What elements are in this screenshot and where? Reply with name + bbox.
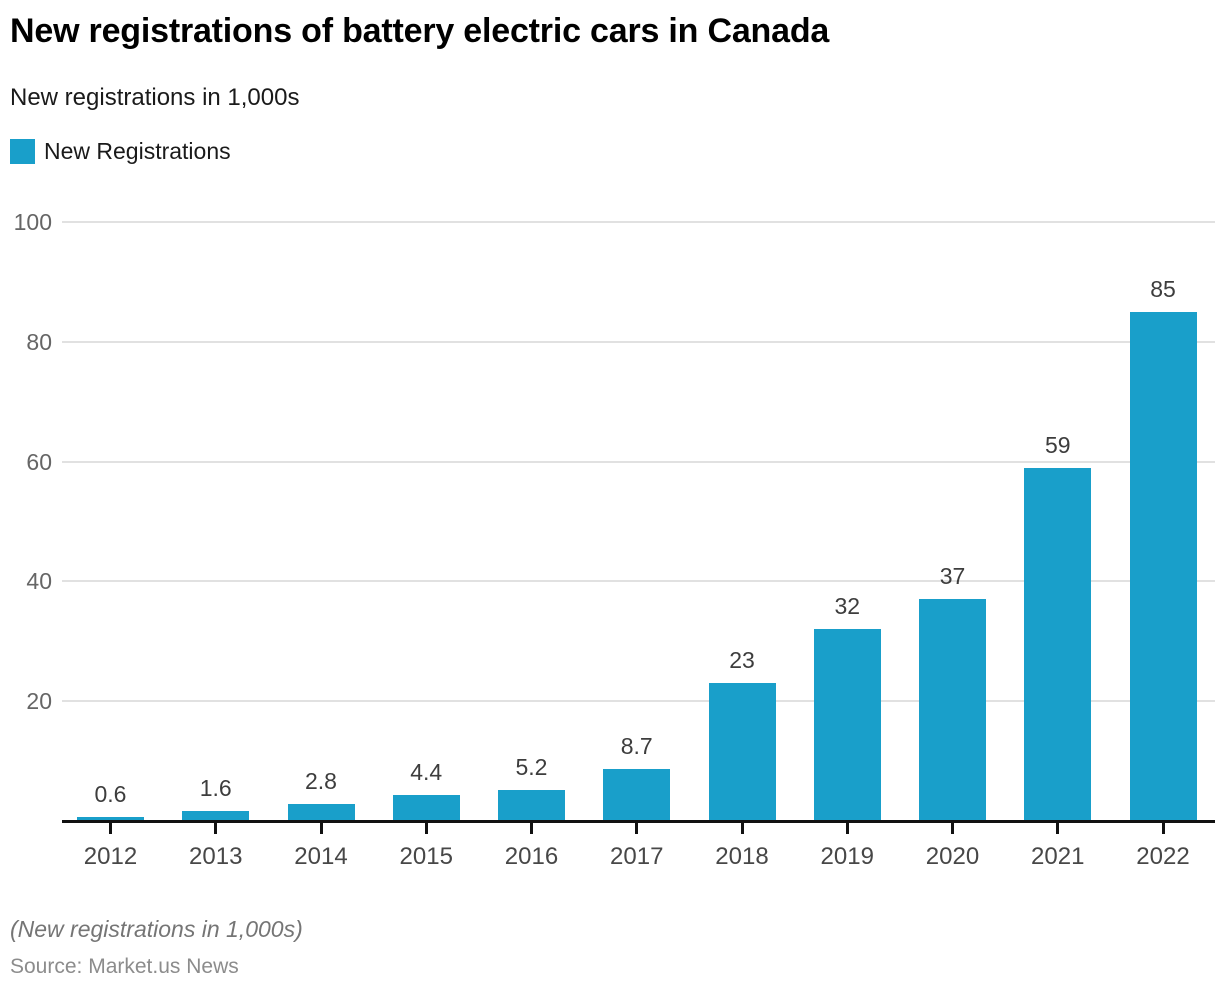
- x-axis-tick-label: 2022: [1136, 843, 1190, 870]
- y-axis-tick-label: 100: [13, 209, 52, 235]
- footnote: (New registrations in 1,000s): [10, 916, 303, 942]
- x-axis-line: [62, 820, 1215, 823]
- bar-value-label: 8.7: [620, 733, 653, 759]
- x-axis-tick: [530, 823, 533, 834]
- x-axis-tick: [635, 823, 639, 834]
- legend-item-label: New Registrations: [44, 138, 231, 164]
- x-axis-tick: [424, 823, 428, 834]
- x-axis-tick-label: 2018: [715, 843, 769, 870]
- bar-value-label: 5.2: [515, 754, 548, 780]
- x-axis-tick-label: 2015: [399, 843, 453, 870]
- bar: [498, 790, 565, 821]
- gridline: [62, 221, 1215, 223]
- chart-subtitle: New registrations in 1,000s: [10, 84, 300, 111]
- bar-value-label: 2.8: [305, 768, 337, 794]
- bar-value-label: 59: [1044, 432, 1071, 458]
- bar-value-label: 23: [729, 647, 755, 673]
- x-axis-tick: [109, 823, 112, 834]
- source-credit: Source: Market.us News: [10, 955, 239, 978]
- bar-value-label: 4.4: [410, 759, 443, 785]
- x-axis-tick-label: 2013: [189, 843, 243, 870]
- chart-title: New registrations of battery electric ca…: [10, 12, 830, 50]
- bar-value-label: 1.6: [199, 775, 232, 801]
- bar: [77, 817, 144, 821]
- x-axis-tick: [740, 823, 744, 834]
- bar: [919, 599, 986, 821]
- bar: [287, 804, 355, 821]
- y-axis-tick-label: 60: [26, 448, 52, 475]
- x-axis-tick: [319, 823, 323, 834]
- gridline: [62, 340, 1215, 343]
- x-axis-tick: [1056, 823, 1060, 834]
- gridline: [62, 700, 1215, 703]
- x-axis-tick: [214, 823, 218, 834]
- x-axis-tick: [951, 823, 954, 834]
- x-axis-tick-label: 2020: [925, 843, 980, 870]
- bar-value-label: 37: [939, 563, 966, 589]
- x-axis-tick-label: 2021: [1031, 843, 1085, 870]
- x-axis-tick-label: 2019: [820, 843, 874, 870]
- legend-swatch: [10, 139, 35, 164]
- y-axis-tick-label: 80: [26, 328, 52, 355]
- x-axis-tick-label: 2017: [610, 843, 664, 870]
- bar: [392, 795, 460, 821]
- bar: [1024, 468, 1092, 821]
- x-axis-tick-label: 2014: [294, 843, 348, 870]
- legend: New Registrations: [10, 138, 231, 165]
- bar-value-label: 32: [834, 593, 861, 619]
- y-axis-tick-label: 20: [26, 688, 52, 715]
- x-axis-tick-label: 2012: [83, 843, 138, 870]
- bar: [813, 629, 881, 821]
- bar: [182, 811, 250, 821]
- bar-value-label: 85: [1150, 276, 1176, 302]
- x-axis-tick: [845, 823, 849, 834]
- gridline: [62, 460, 1215, 463]
- bar: [603, 769, 671, 821]
- bar: [708, 683, 776, 821]
- bar: [1129, 312, 1197, 821]
- y-axis-tick-label: 40: [26, 568, 52, 595]
- x-axis-tick: [1161, 823, 1165, 834]
- gridline: [62, 580, 1215, 583]
- x-axis-tick-label: 2016: [504, 843, 559, 870]
- bar-value-label: 0.6: [94, 781, 127, 807]
